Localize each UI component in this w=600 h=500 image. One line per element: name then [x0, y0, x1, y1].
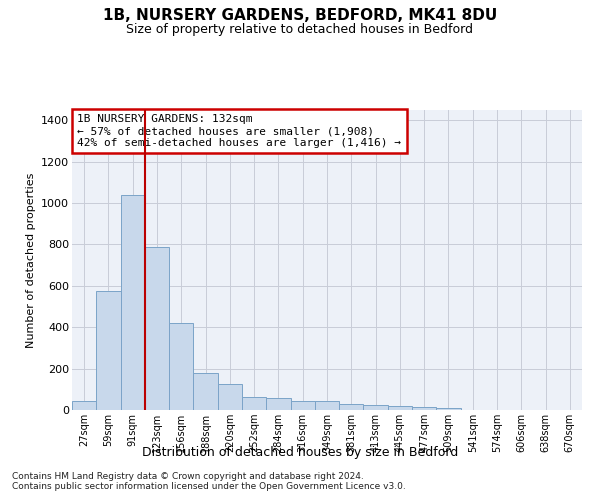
Text: Contains public sector information licensed under the Open Government Licence v3: Contains public sector information licen… — [12, 482, 406, 491]
Bar — [315, 402, 339, 410]
Bar — [412, 407, 436, 410]
Bar — [96, 291, 121, 410]
Text: 1B NURSERY GARDENS: 132sqm
← 57% of detached houses are smaller (1,908)
42% of s: 1B NURSERY GARDENS: 132sqm ← 57% of deta… — [77, 114, 401, 148]
Bar — [72, 400, 96, 410]
Bar — [339, 404, 364, 410]
Bar — [266, 398, 290, 410]
Bar — [436, 408, 461, 410]
Text: 1B, NURSERY GARDENS, BEDFORD, MK41 8DU: 1B, NURSERY GARDENS, BEDFORD, MK41 8DU — [103, 8, 497, 22]
Bar — [218, 384, 242, 410]
Text: Distribution of detached houses by size in Bedford: Distribution of detached houses by size … — [142, 446, 458, 459]
Bar — [364, 405, 388, 410]
Y-axis label: Number of detached properties: Number of detached properties — [26, 172, 35, 348]
Bar — [242, 397, 266, 410]
Bar — [121, 195, 145, 410]
Bar — [145, 246, 169, 410]
Bar — [290, 400, 315, 410]
Text: Contains HM Land Registry data © Crown copyright and database right 2024.: Contains HM Land Registry data © Crown c… — [12, 472, 364, 481]
Bar — [169, 323, 193, 410]
Bar — [193, 373, 218, 410]
Bar — [388, 406, 412, 410]
Text: Size of property relative to detached houses in Bedford: Size of property relative to detached ho… — [127, 22, 473, 36]
